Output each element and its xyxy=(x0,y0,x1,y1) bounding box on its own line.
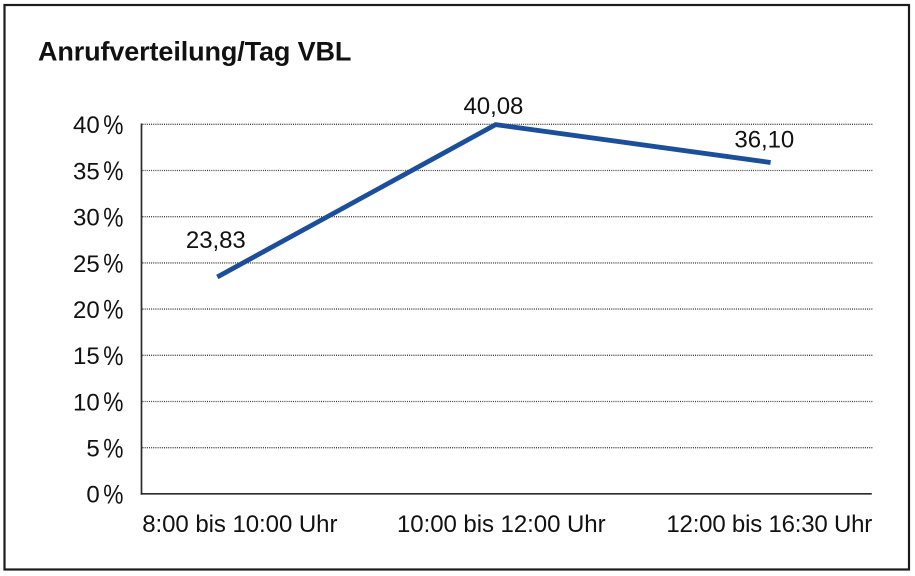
svg-text:%: % xyxy=(103,341,123,371)
svg-text:%: % xyxy=(103,433,123,463)
svg-text:10:00 bis 12:00 Uhr: 10:00 bis 12:00 Uhr xyxy=(397,511,606,538)
svg-text:25: 25 xyxy=(73,251,100,278)
svg-text:36,10: 36,10 xyxy=(734,127,794,154)
svg-text:20: 20 xyxy=(73,297,100,324)
svg-text:30: 30 xyxy=(73,205,100,232)
svg-text:0: 0 xyxy=(86,482,99,509)
svg-text:23,83: 23,83 xyxy=(186,227,246,254)
svg-text:%: % xyxy=(103,295,123,325)
svg-text:%: % xyxy=(103,202,123,232)
svg-text:%: % xyxy=(103,387,123,417)
svg-text:5: 5 xyxy=(86,436,99,463)
svg-text:%: % xyxy=(103,249,123,279)
svg-text:Anrufverteilung/Tag VBL: Anrufverteilung/Tag VBL xyxy=(38,37,351,67)
svg-text:8:00 bis 10:00 Uhr: 8:00 bis 10:00 Uhr xyxy=(142,511,337,538)
svg-text:12:00 bis 16:30 Uhr: 12:00 bis 16:30 Uhr xyxy=(666,511,872,538)
svg-text:15: 15 xyxy=(73,343,100,370)
svg-text:%: % xyxy=(103,479,123,509)
svg-text:40: 40 xyxy=(73,112,100,139)
svg-text:%: % xyxy=(103,110,123,140)
svg-text:35: 35 xyxy=(73,158,100,185)
svg-text:%: % xyxy=(103,156,123,186)
svg-text:10: 10 xyxy=(73,389,100,416)
svg-text:40,08: 40,08 xyxy=(464,93,524,120)
